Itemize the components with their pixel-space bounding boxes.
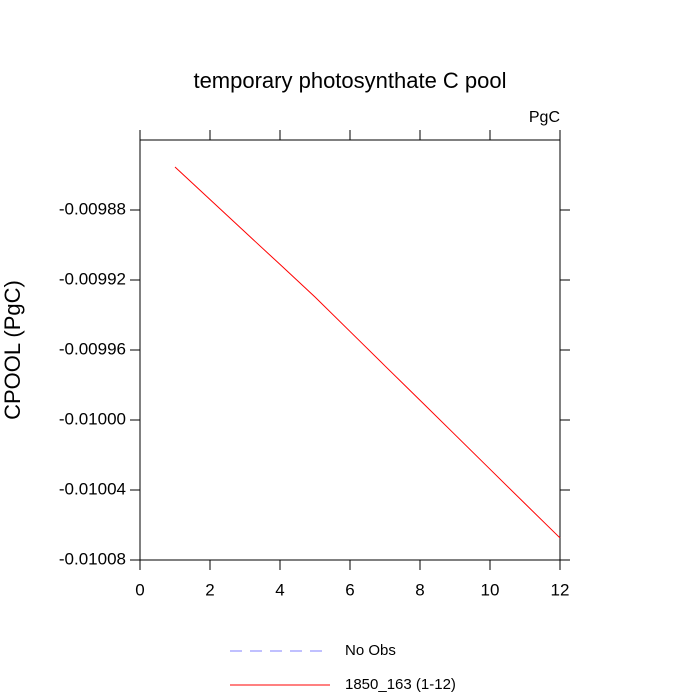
legend-label: No Obs	[345, 642, 396, 659]
x-tick-label: 6	[345, 580, 354, 599]
units-label: PgC	[529, 109, 560, 126]
y-axis-label: CPOOL (PgC)	[0, 280, 25, 420]
x-tick-label: 12	[551, 580, 570, 599]
chart-title: temporary photosynthate C pool	[193, 68, 506, 93]
y-tick-label: -0.01008	[59, 549, 126, 568]
y-tick-label: -0.00992	[59, 269, 126, 288]
y-tick-label: -0.01004	[59, 479, 126, 498]
x-tick-label: 10	[481, 580, 500, 599]
x-tick-label: 0	[135, 580, 144, 599]
plot-frame	[139, 139, 561, 561]
y-tick-label: -0.01000	[59, 409, 126, 428]
data-line	[174, 166, 561, 539]
y-tick-label: -0.00996	[59, 339, 126, 358]
x-tick-label: 4	[275, 580, 284, 599]
y-tick-label: -0.00988	[59, 199, 126, 218]
x-tick-label: 8	[415, 580, 424, 599]
x-tick-label: 2	[205, 580, 214, 599]
legend-label: 1850_163 (1-12)	[345, 676, 456, 693]
